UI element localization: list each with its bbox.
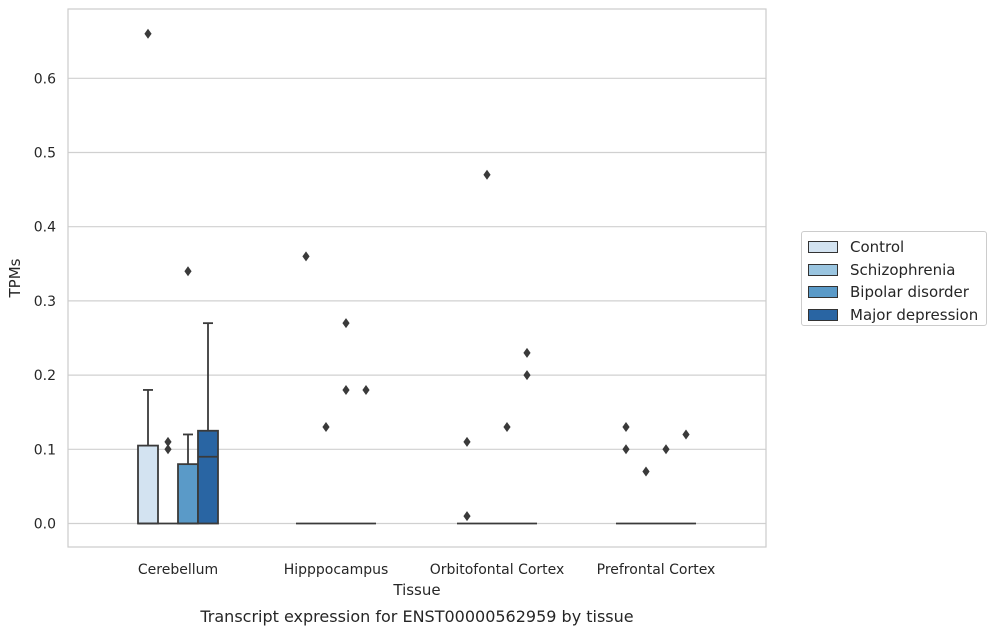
outlier-point: [463, 511, 471, 522]
y-tick-label: 0.4: [34, 220, 56, 236]
outlier-point: [342, 318, 350, 329]
outlier-point: [622, 422, 630, 433]
y-axis-label: TPMs: [6, 258, 24, 298]
plot-frame: [67, 8, 767, 548]
outlier-point: [642, 466, 650, 477]
box-bipolar-disorder: [497, 422, 517, 525]
box-body: [197, 429, 219, 525]
chart-caption: Transcript expression for ENST0000056295…: [199, 607, 633, 626]
y-tick-label: 0.3: [34, 294, 56, 310]
outlier-point: [503, 422, 511, 433]
box-bipolar-disorder: [656, 444, 676, 525]
outlier-point: [523, 370, 531, 381]
outlier-point: [523, 347, 531, 358]
box-plots: [137, 28, 696, 525]
legend-label-schizophrenia: Schizophrenia: [850, 260, 956, 279]
y-tick-label: 0.2: [34, 368, 56, 384]
outlier-point: [463, 436, 471, 447]
outlier-point: [184, 266, 192, 277]
legend-item-major-depression: Major depression: [808, 304, 980, 327]
legend-label-control: Control: [850, 238, 905, 257]
outlier-point: [682, 429, 690, 440]
outlier-point: [342, 384, 350, 395]
y-tick-label: 0.5: [34, 146, 56, 162]
box-bipolar-disorder: [177, 266, 199, 525]
y-tick-label: 0.6: [34, 71, 56, 87]
y-tick-label: 0.0: [34, 517, 56, 533]
box-bipolar-disorder: [336, 318, 356, 525]
box-control: [137, 28, 159, 525]
box-body: [137, 444, 159, 525]
gridlines: [68, 77, 766, 525]
box-schizophrenia: [316, 422, 336, 525]
legend-swatch-major-depression: [808, 308, 838, 321]
legend-item-control: Control: [808, 236, 980, 259]
box-control: [296, 251, 316, 525]
outlier-point: [622, 444, 630, 455]
box-major-depression: [517, 347, 537, 525]
outlier-point: [164, 436, 172, 447]
outlier-point: [362, 384, 370, 395]
outlier-point: [302, 251, 310, 262]
legend-swatch-bipolar-disorder: [808, 286, 838, 299]
box-major-depression: [676, 429, 696, 525]
outlier-point: [322, 422, 330, 433]
x-tick-label: Cerebellum: [138, 562, 218, 578]
legend-item-bipolar-disorder: Bipolar disorder: [808, 281, 980, 304]
box-control: [457, 436, 477, 525]
x-tick-label: Prefrontal Cortex: [597, 562, 716, 578]
box-major-depression: [356, 384, 376, 525]
legend-label-bipolar-disorder: Bipolar disorder: [850, 283, 969, 302]
legend-swatch-control: [808, 241, 838, 254]
legend-label-major-depression: Major depression: [850, 305, 979, 324]
box-schizophrenia: [477, 169, 497, 525]
legend-item-schizophrenia: Schizophrenia: [808, 259, 980, 282]
box-schizophrenia: [158, 436, 178, 525]
x-axis-label: Tissue: [392, 581, 440, 599]
box-control: [616, 422, 636, 525]
legend: Control Schizophrenia Bipolar disorder M…: [801, 231, 987, 326]
outlier-point: [144, 28, 152, 39]
box-major-depression: [197, 322, 219, 525]
legend-swatch-schizophrenia: [808, 263, 838, 276]
y-tick-label: 0.1: [34, 442, 56, 458]
x-tick-labels: Cerebellum Hipppocampus Orbitofontal Corte…: [138, 562, 715, 578]
outlier-point: [662, 444, 670, 455]
outlier-point: [483, 169, 491, 180]
box-schizophrenia: [636, 466, 656, 525]
box-body: [177, 463, 199, 525]
x-tick-label: Orbitofontal Cortex: [430, 562, 565, 578]
y-tick-labels: 0.0 0.1 0.2 0.3 0.4 0.5 0.6: [34, 71, 56, 532]
x-tick-label: Hipppocampus: [284, 562, 389, 578]
outlier-point: [164, 444, 172, 455]
